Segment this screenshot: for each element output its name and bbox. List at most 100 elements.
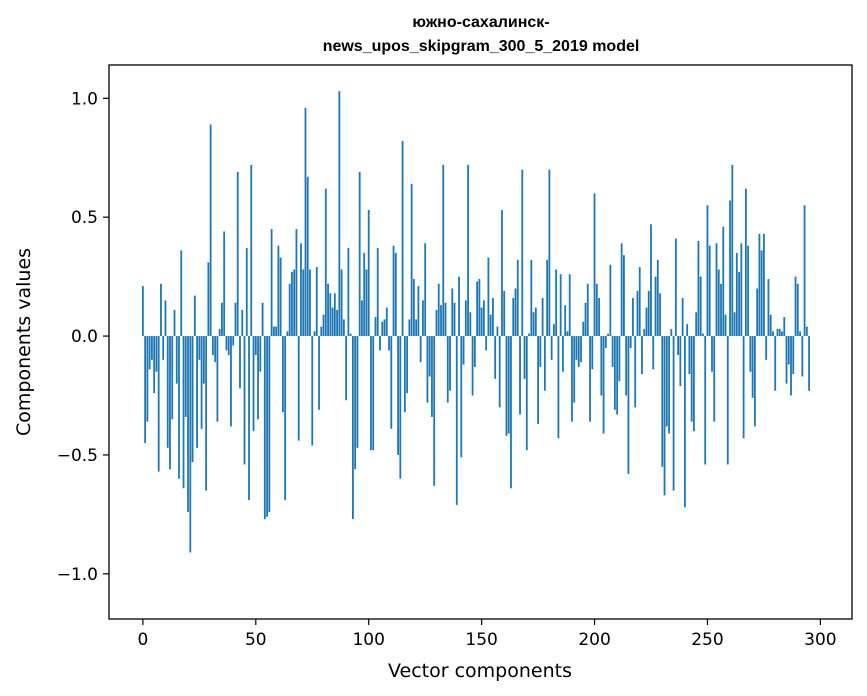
- bar-76: [313, 331, 316, 337]
- bar-41: [234, 302, 237, 337]
- bar-69: [297, 336, 300, 441]
- bar-70: [300, 243, 302, 337]
- bar-158: [498, 336, 501, 408]
- bar-51: [257, 336, 259, 420]
- bar-8: [160, 283, 162, 337]
- bar-144: [467, 164, 469, 337]
- bar-198: [589, 336, 591, 422]
- bar-206: [607, 333, 609, 337]
- bar-242: [688, 336, 691, 375]
- bar-248: [702, 333, 704, 337]
- bar-251: [708, 245, 711, 337]
- bar-0: [141, 286, 144, 337]
- bar-90: [345, 336, 348, 401]
- bar-271: [753, 336, 756, 427]
- bar-53: [261, 302, 264, 337]
- y-axis-ticks: −1.0 −0.5 0.0 0.5 1.0: [57, 89, 109, 585]
- bar-253: [713, 336, 716, 422]
- bar-80: [322, 314, 325, 337]
- bar-230: [661, 336, 664, 467]
- x-tick-label: 0: [137, 630, 148, 650]
- x-axis-ticks: 0 50 100 150 200 250 300: [137, 619, 837, 650]
- bar-61: [279, 257, 282, 337]
- bar-197: [586, 283, 589, 337]
- bar-294: [805, 326, 808, 337]
- bar-64: [286, 331, 289, 337]
- bar-118: [408, 319, 411, 337]
- bar-202: [598, 298, 600, 337]
- bar-222: [643, 328, 646, 337]
- bar-274: [760, 250, 763, 337]
- bar-169: [523, 336, 526, 379]
- y-tick-label: −1.0: [57, 565, 98, 585]
- bar-124: [422, 300, 424, 337]
- bar-12: [169, 336, 171, 470]
- bar-32: [214, 336, 217, 363]
- bar-3: [148, 336, 151, 370]
- bar-68: [295, 229, 298, 337]
- bar-282: [778, 328, 781, 337]
- bar-134: [444, 302, 447, 337]
- bar-145: [469, 312, 472, 337]
- bar-265: [740, 243, 743, 337]
- bar-143: [464, 300, 467, 337]
- bar-141: [460, 336, 463, 458]
- bar-221: [641, 336, 643, 375]
- bar-236: [674, 238, 677, 337]
- bar-229: [659, 293, 661, 337]
- bar-290: [796, 283, 799, 337]
- bar-238: [679, 336, 682, 386]
- bar-11: [166, 336, 169, 448]
- bar-94: [354, 336, 357, 470]
- bar-261: [731, 164, 734, 337]
- bar-114: [399, 336, 402, 479]
- bar-172: [530, 259, 533, 337]
- bar-142: [462, 336, 465, 365]
- bar-286: [787, 336, 790, 365]
- bar-120: [412, 278, 415, 337]
- bar-152: [485, 336, 488, 351]
- bars-group: [141, 91, 810, 553]
- bar-205: [604, 336, 607, 348]
- bar-105: [379, 336, 381, 351]
- bar-58: [272, 326, 275, 337]
- bar-257: [722, 226, 725, 337]
- bar-4: [151, 336, 153, 360]
- bar-268: [747, 245, 750, 337]
- bar-82: [327, 283, 329, 337]
- bar-233: [668, 336, 670, 434]
- bar-102: [372, 336, 375, 451]
- bar-277: [767, 278, 770, 337]
- bar-283: [781, 331, 783, 337]
- bar-256: [720, 283, 722, 337]
- bar-57: [270, 229, 273, 337]
- bar-122: [417, 286, 420, 337]
- bar-129: [433, 336, 436, 486]
- x-tick-label: 300: [804, 630, 836, 650]
- bar-131: [437, 283, 440, 337]
- bar-26: [200, 336, 203, 429]
- bar-170: [525, 336, 528, 451]
- bar-128: [431, 336, 433, 417]
- bar-97: [361, 300, 363, 337]
- bar-23: [193, 295, 196, 337]
- bar-293: [803, 205, 806, 337]
- bar-132: [440, 305, 442, 337]
- bar-66: [291, 271, 293, 337]
- bar-36: [223, 231, 226, 337]
- bar-254: [715, 243, 718, 337]
- bar-93: [352, 336, 354, 520]
- bar-278: [769, 314, 772, 337]
- bar-109: [388, 336, 390, 351]
- bar-189: [568, 274, 571, 337]
- x-tick-label: 250: [691, 630, 723, 650]
- bar-85: [333, 293, 336, 337]
- bar-231: [663, 336, 666, 496]
- bar-292: [801, 336, 804, 377]
- bar-173: [532, 312, 535, 337]
- bar-133: [442, 164, 445, 337]
- bar-110: [390, 336, 393, 429]
- x-tick-label: 200: [578, 630, 610, 650]
- bar-275: [763, 233, 765, 337]
- bar-175: [537, 336, 539, 425]
